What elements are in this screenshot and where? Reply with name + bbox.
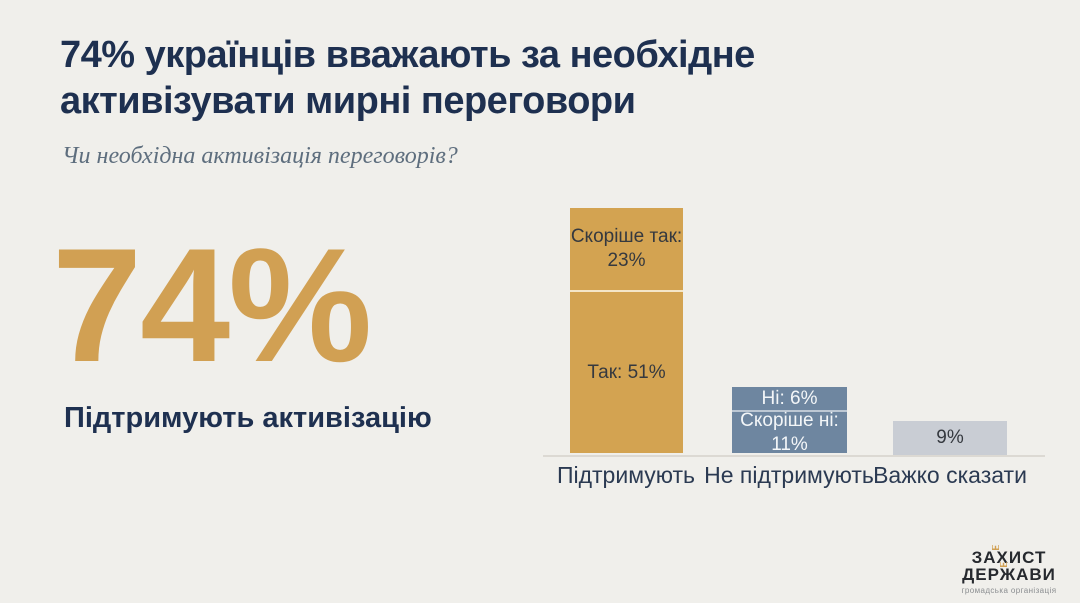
logo-tagline: громадська організація [961,586,1057,595]
trident-icon [992,545,999,550]
segment-no: Ні: 6% [732,387,847,412]
segment-hard-to-say-label: 9% [936,427,964,449]
page-title: 74% українців вважають за необхідне акти… [60,34,755,123]
segment-rather-yes-label: Скоріше так: 23% [570,226,683,271]
trident-icon [1000,562,1007,567]
logo-line-1: ЗАХИСТ [954,545,1064,566]
stat-value: 74% [52,215,372,396]
segment-yes: Так: 51% [570,292,683,453]
category-label-hard-to-say: Важко сказати [873,462,1027,488]
stacked-bar-chart: Скоріше так: 23% Так: 51% Ні: 6% Скоріше… [543,200,1045,488]
category-label-support: Підтримують [556,462,696,488]
segment-rather-no: Скоріше ні: 11% [732,410,847,455]
chart-subtitle: Чи необхідна активізація переговорів? [62,143,458,169]
org-logo: ЗАХИСТ ДЕРЖАВИ громадська організація [954,545,1064,595]
segment-yes-label: Так: 51% [587,361,666,383]
segment-hard-to-say: 9% [893,421,1007,455]
segment-no-label: Ні: 6% [761,387,818,409]
stat-caption: Підтримують активізацію [64,402,432,434]
category-label-not-support: Не підтримують [704,462,874,488]
segment-rather-no-label: Скоріше ні: 11% [740,409,839,455]
bar-support: Скоріше так: 23% Так: 51% [570,208,683,455]
bar-not-support: Ні: 6% Скоріше ні: 11% [732,387,847,455]
logo-line-2: ДЕРЖАВИ [954,562,1064,583]
bar-hard-to-say: 9% [893,421,1007,455]
segment-rather-yes: Скоріше так: 23% [570,208,683,292]
